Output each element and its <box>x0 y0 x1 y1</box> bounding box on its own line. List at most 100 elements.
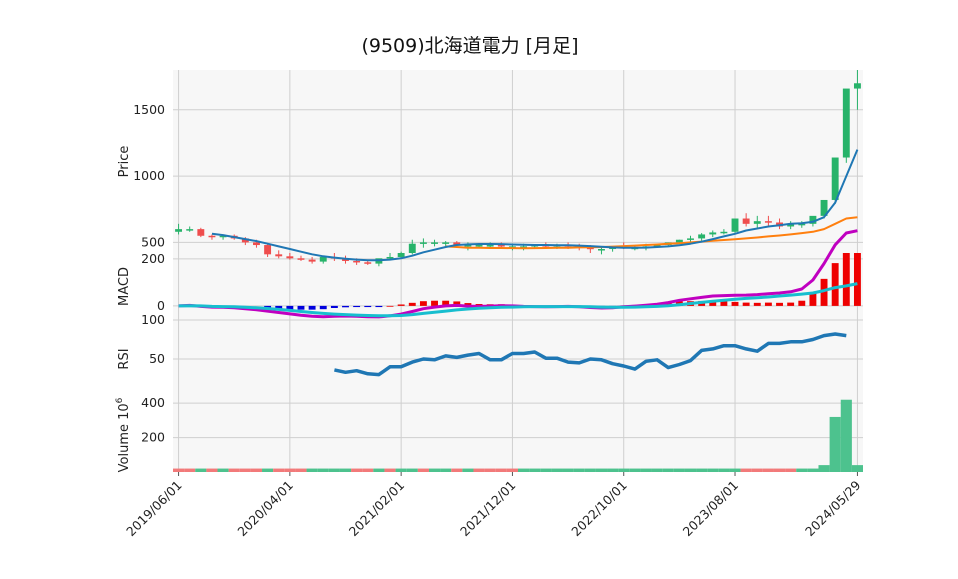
volume-bar <box>729 468 741 472</box>
macd-hist-bar <box>787 302 795 306</box>
volume-bar <box>518 468 530 472</box>
candle-body <box>497 245 505 247</box>
macd-hist-bar <box>364 305 372 308</box>
macd-hist-bar <box>776 302 783 306</box>
candle-body <box>675 239 683 243</box>
volume-bar <box>406 468 418 472</box>
volume-bar <box>684 468 697 472</box>
candle-body <box>208 235 216 238</box>
candle-body <box>275 254 283 257</box>
macd-hist-bar <box>742 302 750 306</box>
volume-bar <box>573 468 585 472</box>
candle-body <box>709 232 717 235</box>
candle-body <box>687 238 694 240</box>
volume-bar <box>707 468 719 472</box>
volume-bar <box>173 468 185 472</box>
volume-bar <box>618 468 630 472</box>
macd-hist-bar <box>853 253 861 306</box>
candle-body <box>386 256 394 259</box>
macd-hist-bar <box>809 292 817 306</box>
y-tick-label: 1500 <box>133 102 165 117</box>
volume-bar <box>529 468 541 472</box>
y-axis-label: MACD <box>117 267 132 306</box>
ma-short-line <box>211 149 859 262</box>
macd-hist-bar <box>820 278 828 306</box>
macd-hist-bar <box>709 300 717 306</box>
candle-body <box>753 221 761 224</box>
volume-bar <box>607 468 619 472</box>
candle-body <box>742 218 750 224</box>
volume-bar <box>584 468 596 472</box>
volume-bar <box>273 468 285 472</box>
candle-body <box>219 235 227 238</box>
volume-bar <box>451 468 463 472</box>
volume-bar <box>362 468 374 472</box>
macd-hist-bar <box>842 253 850 306</box>
x-axis: 2019/06/01 2020/04/01 2021/02/01 2021/12/01… <box>123 472 864 540</box>
x-tick-label: 2022/10/01 <box>568 478 630 540</box>
y-tick-label: 1000 <box>133 168 165 183</box>
macd-hist-bar <box>431 300 438 306</box>
volume-bar <box>384 468 396 472</box>
volume-bar <box>818 465 830 472</box>
y-tick-label: 200 <box>141 251 165 266</box>
volume-bar <box>807 468 819 472</box>
volume-bar <box>228 468 240 472</box>
candle-body <box>175 229 183 232</box>
volume-bar <box>250 468 263 472</box>
volume-bar <box>595 468 608 472</box>
candle-body <box>798 223 806 226</box>
ma-long-line <box>445 216 858 250</box>
macd-hist-bar <box>753 302 761 306</box>
y-axis-label: Volume 106 <box>115 397 132 472</box>
candle-body <box>264 245 272 255</box>
volume-bar <box>718 468 730 472</box>
volume-bar <box>373 468 385 472</box>
y-tick-label: 0 <box>157 298 165 313</box>
volume-bar <box>495 468 507 472</box>
macd-hist-bar <box>408 302 416 306</box>
candle-body <box>853 83 861 89</box>
panel-price <box>173 70 863 253</box>
volume-bar <box>295 468 307 472</box>
volume-bar <box>762 468 774 472</box>
candle-body <box>720 231 728 234</box>
volume-bar <box>440 468 452 472</box>
candle-body <box>464 245 472 247</box>
volume-bar <box>540 468 552 472</box>
volume-bar <box>662 468 674 472</box>
panel-volume <box>173 398 863 472</box>
volume-bar <box>484 468 496 472</box>
volume-bar <box>673 468 685 472</box>
macd-hist-bar <box>297 305 305 310</box>
volume-bar <box>562 468 574 472</box>
macd-hist-bar <box>342 305 349 308</box>
volume-bar <box>785 468 797 472</box>
x-tick-label: 2019/06/01 <box>123 478 185 540</box>
candle-body <box>486 245 494 247</box>
volume-bar <box>284 468 296 472</box>
x-tick-label: 2023/08/01 <box>680 478 742 540</box>
volume-bar <box>428 468 441 472</box>
macd-hist-bar <box>464 303 472 306</box>
signal-line <box>178 282 858 318</box>
y-tick-label: 400 <box>141 395 165 410</box>
candle-body <box>520 246 528 248</box>
macd-hist-bar <box>319 305 327 310</box>
candle-body <box>820 199 828 216</box>
y-axis-label: RSI <box>117 348 132 369</box>
x-tick-label: 2024/05/29 <box>802 477 864 539</box>
volume-bar <box>351 468 363 472</box>
volume-bar <box>751 468 763 472</box>
volume-bar <box>339 468 352 472</box>
macd-hist-bar <box>308 305 316 310</box>
volume-bar <box>206 468 218 472</box>
macd-hist-bar <box>386 305 394 307</box>
volume-bar <box>851 465 863 472</box>
macd-hist-bar <box>764 302 772 306</box>
macd-hist-bar <box>397 304 405 306</box>
candle-body <box>453 242 461 246</box>
x-tick-label: 2020/04/01 <box>234 478 296 540</box>
macd-hist-bar <box>731 301 739 306</box>
